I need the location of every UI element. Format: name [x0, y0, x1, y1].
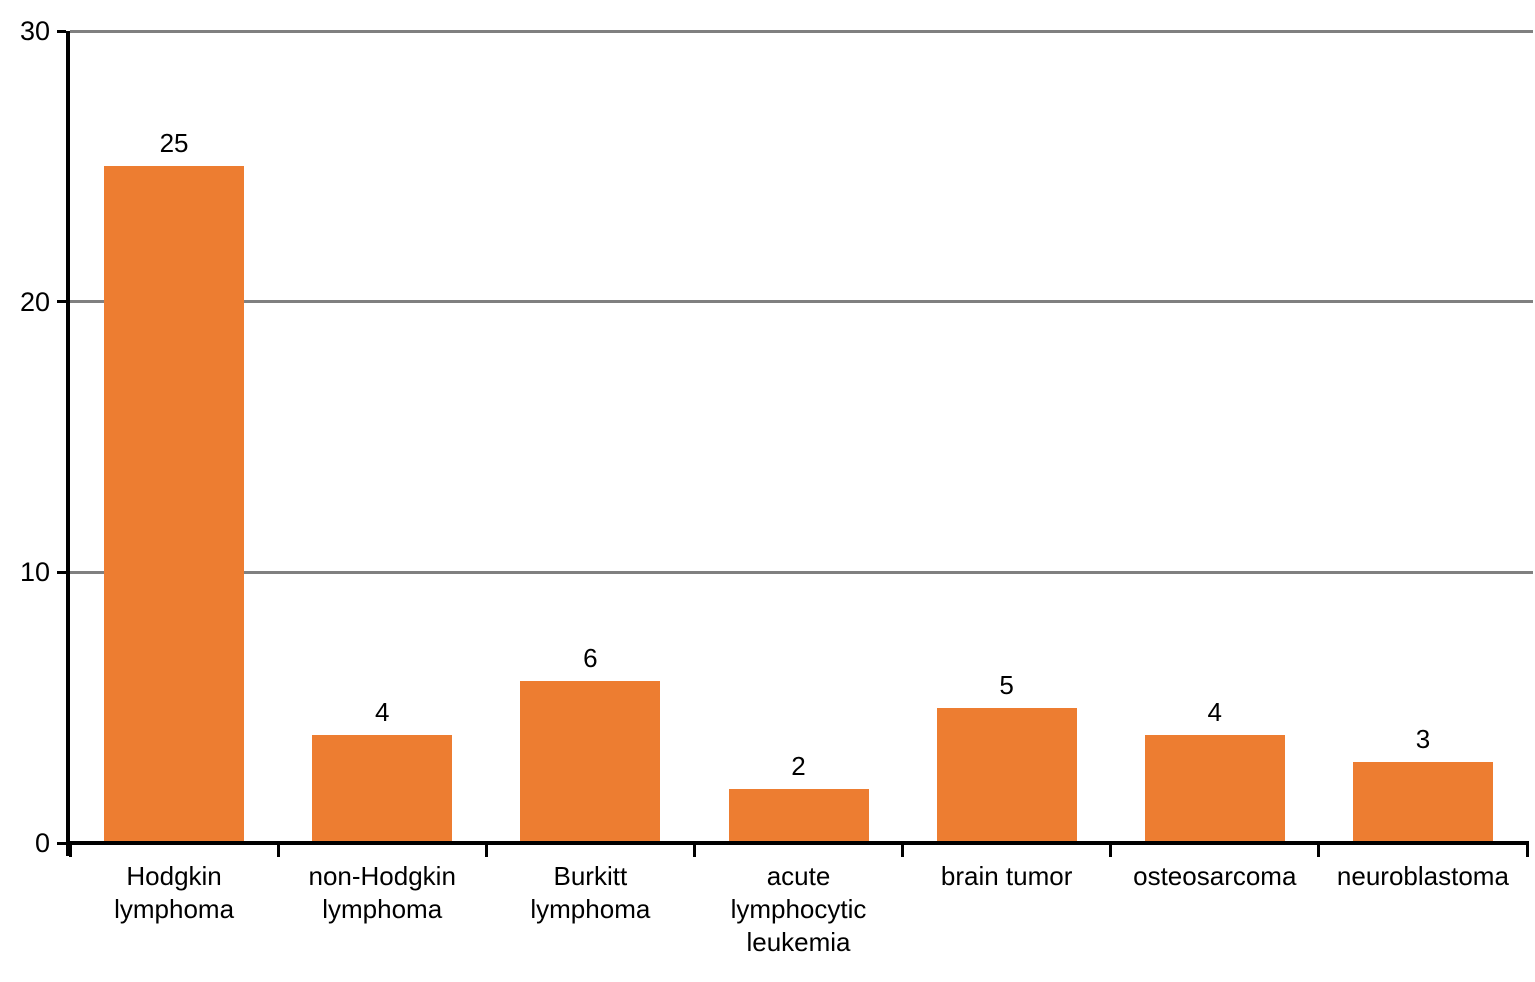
y-axis-tick-label-10: 10 [19, 557, 50, 588]
x-axis-tick-0 [68, 845, 72, 857]
x-axis-category-label-0: Hodgkin lymphoma [114, 861, 235, 924]
data-label-3: 2 [791, 750, 806, 781]
y-axis-line [66, 31, 70, 856]
x-axis-category-label-3: acute lymphocytic leukemia [730, 861, 867, 957]
data-label-1: 4 [374, 696, 390, 727]
x-axis-tick-7 [1525, 845, 1529, 857]
data-label-4: 5 [999, 669, 1014, 700]
x-axis-labels-layer: Hodgkin lymphoma non-Hodgkin lymphoma Burk… [70, 860, 1527, 980]
bar-6 [1352, 761, 1493, 843]
gridline-y-10 [70, 570, 1533, 574]
y-axis-tick-10 [57, 570, 66, 574]
x-axis-category-label-4: brain tumor [940, 861, 1073, 891]
x-axis-tick-5 [1109, 845, 1113, 857]
bars-layer: 25 4 6 2 5 4 3 [70, 31, 1527, 843]
y-axis-tick-label-0: 0 [34, 828, 50, 858]
data-label-6: 3 [1415, 723, 1431, 754]
x-axis-line [66, 841, 1529, 845]
x-axis-tick-4 [901, 845, 905, 857]
gridline-y-30 [70, 29, 1533, 33]
y-axis-tick-20 [57, 300, 66, 304]
data-label-2: 6 [583, 642, 598, 673]
x-axis-tick-1 [276, 845, 280, 857]
x-axis-category-label-5: osteosarcoma [1133, 861, 1297, 891]
gridline-y-20 [70, 300, 1533, 304]
data-label-5: 4 [1207, 696, 1223, 727]
bar-0 [104, 166, 245, 843]
y-axis-tick-label-30: 30 [19, 16, 50, 46]
x-axis-category-label-1: non-Hodgkin lymphoma [308, 861, 456, 924]
bar-2 [520, 680, 661, 843]
x-axis-tick-3 [692, 845, 696, 857]
bar-4 [936, 707, 1077, 843]
x-axis-tick-6 [1317, 845, 1321, 857]
bar-5 [1144, 734, 1285, 843]
bar-1 [312, 734, 453, 843]
y-axis-tick-30 [57, 29, 66, 33]
y-axis-tick-0 [57, 841, 66, 845]
x-axis-tick-2 [484, 845, 488, 857]
data-label-0: 25 [159, 128, 189, 159]
x-axis-category-label-2: Burkitt lymphoma [530, 861, 651, 924]
x-axis-category-label-6: neuroblastoma [1336, 861, 1509, 891]
bar-3 [728, 788, 869, 843]
y-axis-tick-label-20: 20 [19, 286, 50, 317]
